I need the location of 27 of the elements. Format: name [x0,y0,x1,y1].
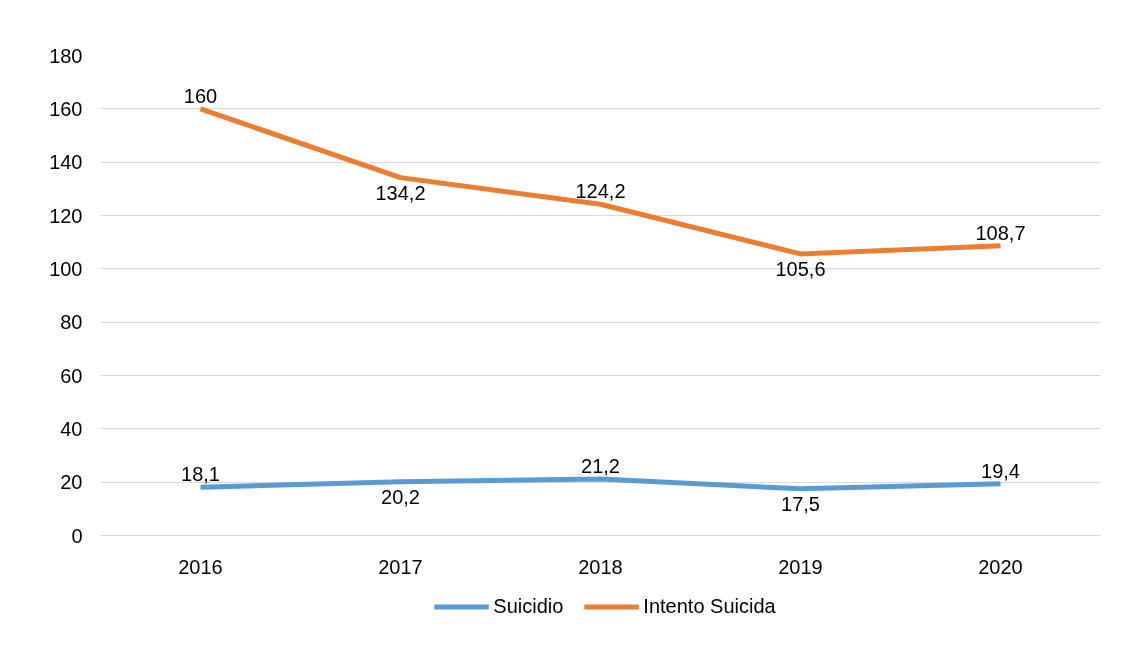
y-tick-label: 140 [49,151,83,174]
data-label: 108,7 [975,221,1026,244]
x-tick-label: 2018 [578,555,623,578]
y-tick-label: 100 [49,257,83,280]
data-label: 160 [183,84,218,107]
x-tick-label: 2020 [978,555,1023,578]
x-tick-label: 2019 [778,555,823,578]
y-tick-label: 20 [60,471,83,494]
x-tick-label: 2017 [378,555,423,578]
data-label: 18,1 [181,463,220,486]
data-label: 105,6 [775,257,826,280]
y-tick-label: 40 [60,417,83,440]
x-tick-label: 2016 [178,555,223,578]
data-label: 134,2 [375,181,426,204]
data-label: 20,2 [381,485,420,508]
y-tick-label: 180 [49,44,83,67]
y-tick-label: 160 [49,97,83,120]
data-label: 19,4 [981,459,1020,482]
legend-label: Intento Suicida [643,594,776,618]
data-label: 21,2 [581,454,620,477]
legend-label: Suicidio [493,594,564,618]
y-tick-label: 60 [60,364,83,387]
y-tick-label: 80 [60,311,83,334]
y-tick-label: 120 [49,204,83,227]
data-label: 17,5 [781,492,820,515]
data-label: 124,2 [575,180,626,203]
y-tick-label: 0 [71,524,83,547]
